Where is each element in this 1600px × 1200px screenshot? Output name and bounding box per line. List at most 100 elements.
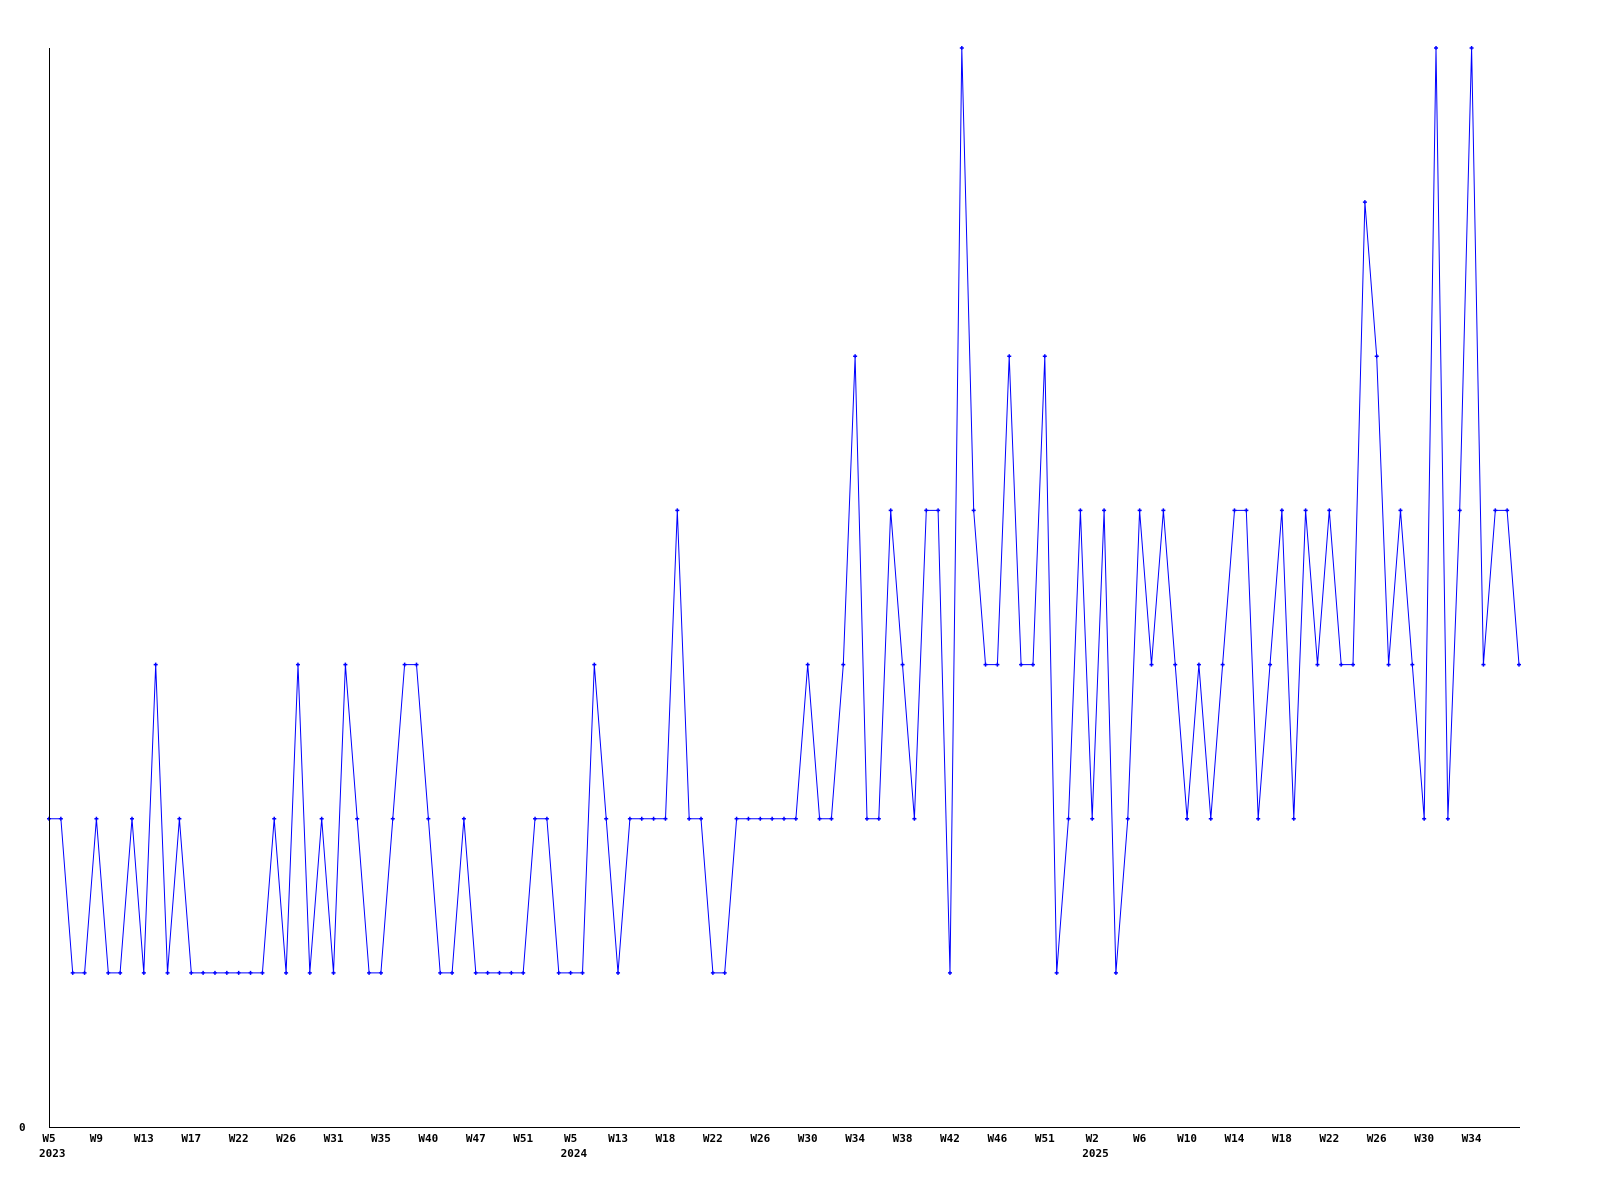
data-point — [1185, 816, 1190, 821]
data-point — [604, 816, 609, 821]
data-point — [1327, 508, 1332, 513]
x-tick-label: W47 — [466, 1132, 486, 1145]
data-point — [177, 816, 182, 821]
data-point — [1315, 662, 1320, 667]
data-point — [236, 970, 241, 975]
data-point — [438, 970, 443, 975]
data-point — [1054, 970, 1059, 975]
x-tick-label: W35 — [371, 1132, 391, 1145]
x-tick-label: W10 — [1177, 1132, 1197, 1145]
data-point — [390, 816, 395, 821]
data-point — [295, 662, 300, 667]
data-point — [1339, 662, 1344, 667]
data-point — [912, 816, 917, 821]
data-point — [533, 816, 538, 821]
data-point — [1457, 508, 1462, 513]
data-point — [118, 970, 123, 975]
data-point — [378, 970, 383, 975]
data-point — [1149, 662, 1154, 667]
data-point — [853, 354, 858, 359]
data-point — [1196, 662, 1201, 667]
data-point — [1386, 662, 1391, 667]
x-year-label: 2024 — [561, 1147, 588, 1160]
data-point — [1469, 46, 1474, 50]
data-point — [212, 970, 217, 975]
data-point — [521, 970, 526, 975]
data-point — [616, 970, 621, 975]
data-point — [1232, 508, 1237, 513]
data-point — [947, 970, 952, 975]
data-point — [888, 508, 893, 513]
data-point — [402, 662, 407, 667]
data-point — [106, 970, 111, 975]
data-point — [829, 816, 834, 821]
data-point — [864, 816, 869, 821]
data-point — [414, 662, 419, 667]
data-point — [651, 816, 656, 821]
data-point — [805, 662, 810, 667]
x-tick-label: W40 — [418, 1132, 438, 1145]
data-point — [1268, 662, 1273, 667]
data-point — [734, 816, 739, 821]
data-point — [544, 816, 549, 821]
x-tick-label: W17 — [181, 1132, 201, 1145]
data-point — [687, 816, 692, 821]
x-tick-label: W22 — [1319, 1132, 1339, 1145]
data-point — [1137, 508, 1142, 513]
data-point — [841, 662, 846, 667]
data-point — [426, 816, 431, 821]
data-point — [1303, 508, 1308, 513]
data-point — [782, 816, 786, 821]
data-point — [995, 662, 1000, 667]
x-tick-label: W13 — [608, 1132, 628, 1145]
data-point — [70, 970, 75, 975]
data-point — [817, 816, 822, 821]
x-tick-label: W5 — [564, 1132, 577, 1145]
data-point — [307, 970, 312, 975]
data-point — [1102, 508, 1107, 513]
data-point — [1173, 662, 1178, 667]
data-point — [497, 970, 502, 975]
x-tick-label: W26 — [750, 1132, 770, 1145]
data-point — [461, 816, 466, 821]
data-point — [1445, 816, 1450, 821]
data-point — [1398, 508, 1403, 513]
data-point — [82, 970, 87, 975]
data-point — [1256, 816, 1261, 821]
data-point — [675, 508, 680, 513]
x-tick-label: W34 — [1462, 1132, 1482, 1145]
x-tick-label: W38 — [893, 1132, 913, 1145]
x-tick-label: W31 — [324, 1132, 344, 1145]
data-point — [1505, 508, 1510, 513]
data-point — [1090, 816, 1095, 821]
data-point — [639, 816, 644, 821]
data-point — [699, 816, 704, 821]
data-point — [924, 508, 929, 513]
x-tick-label: W18 — [1272, 1132, 1292, 1145]
data-point — [319, 816, 324, 821]
data-point — [900, 662, 905, 667]
x-tick-label: W18 — [656, 1132, 676, 1145]
data-point — [224, 970, 229, 975]
data-point — [450, 970, 455, 975]
x-tick-labels: W5 2023 W9 W13 W17 W22 W26 W31 W35 W40 W47 W51 W5 202… — [39, 1132, 1482, 1160]
data-point — [1410, 662, 1415, 667]
data-point — [260, 970, 265, 975]
data-point — [165, 970, 170, 975]
data-point — [936, 508, 941, 513]
data-point — [509, 970, 514, 975]
x-tick-label: W51 — [1035, 1132, 1055, 1145]
x-tick-label: W26 — [276, 1132, 296, 1145]
data-point — [971, 508, 976, 513]
data-point — [284, 970, 289, 975]
data-point — [1113, 970, 1118, 975]
data-point — [627, 816, 632, 821]
data-point — [201, 970, 206, 975]
x-tick-label: W46 — [987, 1132, 1007, 1145]
data-point — [1434, 46, 1439, 50]
data-point — [343, 662, 348, 667]
x-tick-label: W26 — [1367, 1132, 1387, 1145]
data-point — [1351, 662, 1356, 667]
x-tick-label: W22 — [229, 1132, 249, 1145]
data-point — [189, 970, 194, 975]
